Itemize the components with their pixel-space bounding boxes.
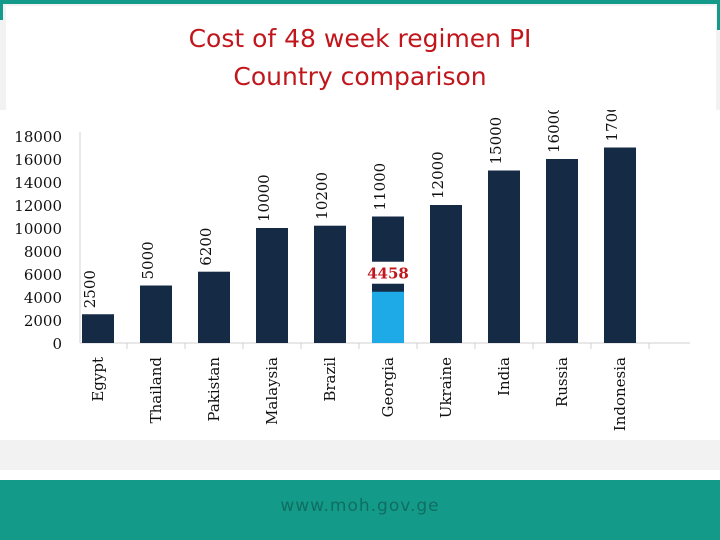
bar-value-label: 10000 bbox=[255, 174, 273, 222]
y-tick-label: 14000 bbox=[14, 174, 62, 192]
y-tick-label: 12000 bbox=[14, 197, 62, 215]
y-tick-label: 8000 bbox=[24, 243, 62, 261]
bar-value-label: 6200 bbox=[197, 228, 215, 266]
bar-india bbox=[488, 170, 520, 343]
y-tick-label: 6000 bbox=[24, 266, 62, 284]
x-tick-label-georgia: Georgia bbox=[379, 357, 397, 417]
bar-value-label: 15000 bbox=[487, 117, 505, 165]
y-tick-label: 16000 bbox=[14, 151, 62, 169]
bar-russia bbox=[546, 159, 578, 343]
bar-value-label: 12000 bbox=[429, 151, 447, 199]
bar-value-label: 10200 bbox=[313, 172, 331, 220]
title-box bbox=[6, 6, 716, 110]
bar-egypt bbox=[82, 314, 114, 343]
bar-value-label: 16000 bbox=[545, 110, 563, 153]
x-tick-label-india: India bbox=[495, 357, 513, 396]
y-tick-label: 18000 bbox=[14, 128, 62, 146]
top-accent-border bbox=[0, 0, 720, 4]
x-tick-label-thailand: Thailand bbox=[147, 357, 165, 424]
bar-value-label: 2500 bbox=[81, 270, 99, 308]
bar-value-label: 17000 bbox=[603, 110, 621, 142]
x-tick-label-brazil: Brazil bbox=[321, 357, 339, 402]
y-tick-label: 4000 bbox=[24, 289, 62, 307]
bar-malaysia bbox=[256, 228, 288, 343]
right-accent-border bbox=[717, 0, 720, 30]
x-tick-label-russia: Russia bbox=[553, 357, 571, 407]
highlight-bar-georgia bbox=[372, 291, 404, 343]
x-tick-label-indonesia: Indonesia bbox=[611, 357, 629, 431]
chart-area: 0 2000 4000 6000 8000 10000 12000 14000 16000 180… bbox=[0, 110, 720, 440]
bar-brazil bbox=[314, 225, 346, 343]
y-tick-label: 0 bbox=[52, 335, 62, 353]
x-tick-label-pakistan: Pakistan bbox=[205, 357, 223, 422]
y-tick-label: 2000 bbox=[24, 312, 62, 330]
bar-indonesia bbox=[604, 147, 636, 343]
highlight-value-label: 4458 bbox=[367, 265, 409, 283]
slide-title: Cost of 48 week regimen PI bbox=[188, 24, 532, 53]
footer-bar: www.moh.gov.ge bbox=[0, 480, 720, 540]
bar-thailand bbox=[140, 285, 172, 343]
bar-chart: 0 2000 4000 6000 8000 10000 12000 14000 16000 180… bbox=[14, 110, 690, 431]
x-tick-label-ukraine: Ukraine bbox=[437, 357, 455, 418]
x-tick-label-malaysia: Malaysia bbox=[263, 357, 281, 425]
bar-ukraine bbox=[430, 205, 462, 343]
highlight-label-box bbox=[368, 261, 408, 284]
y-tick-label: 10000 bbox=[14, 220, 62, 238]
bar-value-label: 11000 bbox=[371, 163, 389, 211]
footer-url: www.moh.gov.ge bbox=[280, 496, 440, 516]
left-accent-border bbox=[0, 0, 3, 20]
bar-pakistan bbox=[198, 271, 230, 343]
x-tick-label-egypt: Egypt bbox=[89, 357, 107, 402]
bar-value-label: 5000 bbox=[139, 241, 157, 279]
slide-subtitle: Country comparison bbox=[233, 62, 487, 91]
